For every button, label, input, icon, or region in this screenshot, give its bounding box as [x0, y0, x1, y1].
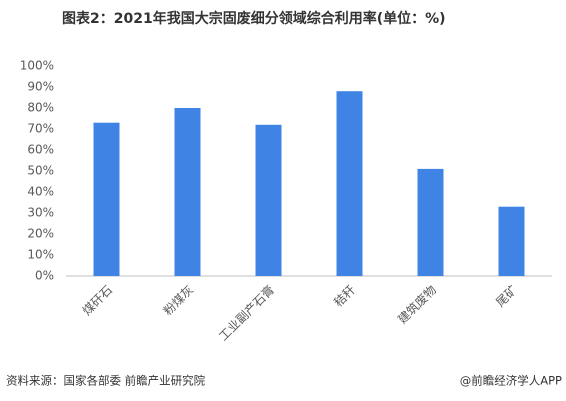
x-tick-label: 尾矿: [493, 283, 520, 310]
x-tick-label: 煤矸石: [80, 283, 115, 318]
y-tick-label: 100%: [20, 59, 54, 73]
source: 资料来源：国家各部委 前瞻产业研究院: [6, 374, 206, 388]
chart-title: 图表2：2021年我国大宗固废细分领域综合利用率(单位：%): [62, 10, 446, 27]
y-tick-label: 0%: [35, 269, 54, 283]
y-tick-label: 50%: [27, 164, 54, 178]
y-tick-label: 40%: [27, 185, 54, 199]
bar: [174, 108, 201, 276]
y-tick-label: 20%: [27, 227, 54, 241]
y-tick-label: 70%: [27, 122, 54, 136]
y-tick-label: 60%: [27, 143, 54, 157]
credit: @前瞻经济学人APP: [460, 374, 562, 388]
y-tick-label: 10%: [27, 248, 54, 262]
bar: [255, 124, 282, 276]
bar: [417, 168, 444, 276]
bar: [93, 122, 120, 276]
x-tick-label: 粉煤灰: [161, 283, 196, 318]
x-tick-label: 秸秆: [331, 283, 358, 310]
y-tick-label: 90%: [27, 80, 54, 94]
bar: [498, 206, 525, 276]
y-tick-label: 30%: [27, 206, 54, 220]
x-tick-label: 建筑废物: [395, 282, 440, 327]
y-tick-label: 80%: [27, 101, 54, 115]
x-tick-label: 工业副产石膏: [216, 282, 278, 344]
bar: [336, 91, 363, 276]
